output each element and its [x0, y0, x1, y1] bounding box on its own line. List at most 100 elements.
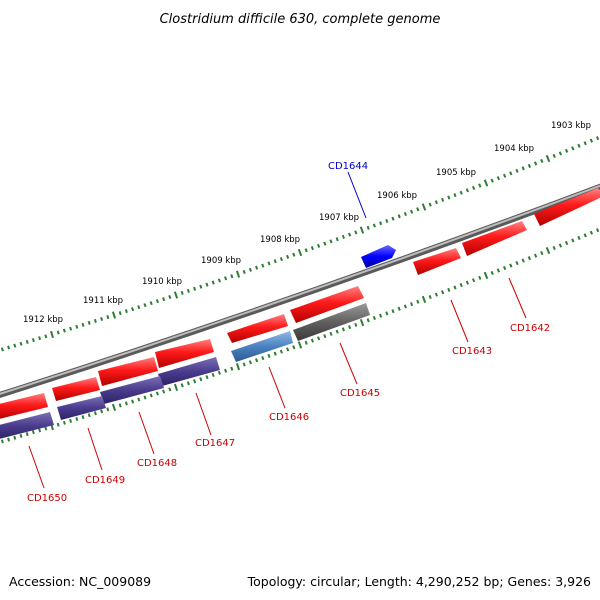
gene-cd1648-fwd[interactable] [98, 357, 158, 386]
gene-cd1650-fwd[interactable] [0, 393, 48, 420]
outer-tick [483, 179, 489, 187]
inner-tick [7, 437, 11, 442]
outer-tick [509, 171, 513, 176]
outer-tick [329, 239, 333, 244]
gene-cd1646-fwd[interactable] [227, 314, 288, 343]
inner-tick-ring [0, 228, 600, 444]
outer-tick [87, 320, 91, 325]
gene-cd1642[interactable] [534, 188, 600, 226]
inner-tick [193, 379, 197, 384]
gene-cd1643-a[interactable] [462, 221, 527, 256]
accession-text: Accession: NC_009089 [9, 574, 151, 589]
inner-tick [453, 285, 457, 290]
outer-tick [416, 207, 420, 212]
outer-tick [341, 234, 345, 239]
inner-tick [323, 334, 327, 339]
inner-tick [471, 278, 476, 283]
outer-tick [93, 318, 97, 323]
inner-tick [335, 329, 339, 334]
gene-cd1647-fwd[interactable] [155, 339, 214, 368]
outer-tick [465, 188, 470, 193]
inner-tick [403, 304, 407, 309]
gene-track-forward [0, 188, 600, 420]
inner-tick [205, 375, 209, 380]
inner-tick [558, 243, 563, 248]
gene-cd1646[interactable] [231, 331, 293, 362]
outer-tick [589, 138, 594, 143]
inner-tick [577, 235, 581, 240]
outer-tick [372, 223, 376, 228]
gene-label-cd1648[interactable]: CD1648 [137, 458, 177, 469]
outer-tick [279, 257, 283, 262]
inner-tick [441, 290, 445, 295]
inner-tick [478, 275, 482, 280]
outer-tick [410, 209, 414, 214]
inner-tick [348, 325, 352, 330]
inner-tick [279, 349, 283, 354]
outer-tick [56, 330, 60, 335]
outer-tick [583, 141, 587, 146]
kbp-label-1906: 1906 kbp [377, 191, 417, 201]
outer-tick [106, 315, 110, 320]
inner-tick [310, 338, 314, 343]
inner-tick [341, 327, 345, 332]
inner-tick [111, 403, 117, 412]
outer-tick [124, 309, 128, 314]
inner-tick [421, 295, 427, 304]
outer-tick [81, 322, 85, 327]
inner-tick [118, 403, 122, 408]
gene-label-cd1642[interactable]: CD1642 [510, 323, 550, 334]
outer-tick [564, 148, 569, 153]
outer-tick-ring [0, 136, 600, 352]
gene-cd1645-fwd[interactable] [290, 286, 364, 323]
outer-tick [292, 252, 296, 257]
gene-label-cd1645[interactable]: CD1645 [340, 388, 380, 399]
outer-tick [595, 136, 600, 141]
inner-tick [106, 407, 110, 412]
gene-cd1650[interactable] [0, 412, 54, 440]
gene-label-cd1650[interactable]: CD1650 [27, 493, 67, 504]
outer-tick [44, 334, 48, 339]
outer-tick [168, 294, 172, 300]
outer-tick [211, 280, 215, 285]
gene-cd1649[interactable] [57, 396, 106, 420]
inner-tick [595, 228, 600, 233]
gene-cd1645[interactable] [293, 303, 370, 341]
outer-tick [242, 269, 246, 275]
gene-label-cd1644[interactable]: CD1644 [328, 161, 368, 172]
gene-cd1648[interactable] [100, 376, 164, 404]
outer-tick [248, 267, 252, 272]
genome-summary-text: Topology: circular; Length: 4,290,252 bp… [247, 574, 591, 589]
inner-tick [496, 268, 501, 273]
inner-tick [359, 318, 365, 327]
inner-tick [261, 356, 265, 361]
gene-label-cd1649[interactable]: CD1649 [85, 475, 125, 486]
outer-tick [13, 343, 17, 348]
gene-cd1649-fwd[interactable] [52, 377, 100, 401]
inner-tick [155, 391, 159, 396]
inner-tick [38, 428, 42, 433]
outer-tick [379, 221, 383, 226]
gene-cd1643-b[interactable] [413, 248, 461, 275]
gene-label-cd1647[interactable]: CD1647 [195, 438, 235, 449]
inner-tick [180, 383, 184, 388]
outer-tick [162, 297, 166, 302]
inner-tick [434, 292, 438, 297]
gene-cd1647[interactable] [158, 357, 220, 386]
outer-tick [7, 345, 11, 350]
gene-label-cd1646[interactable]: CD1646 [269, 412, 309, 423]
inner-tick [235, 362, 241, 371]
inner-tick [490, 270, 494, 275]
outer-tick [224, 276, 228, 281]
gene-label-cd1643[interactable]: CD1643 [452, 346, 492, 357]
leader-cd1643 [450, 299, 469, 343]
inner-tick [217, 370, 221, 375]
inner-tick [391, 309, 395, 314]
outer-tick [447, 195, 451, 200]
outer-tick [155, 299, 159, 304]
outer-tick [267, 261, 271, 266]
outer-tick [310, 246, 314, 251]
gene-cd1644[interactable] [361, 245, 396, 268]
outer-tick [217, 278, 221, 283]
